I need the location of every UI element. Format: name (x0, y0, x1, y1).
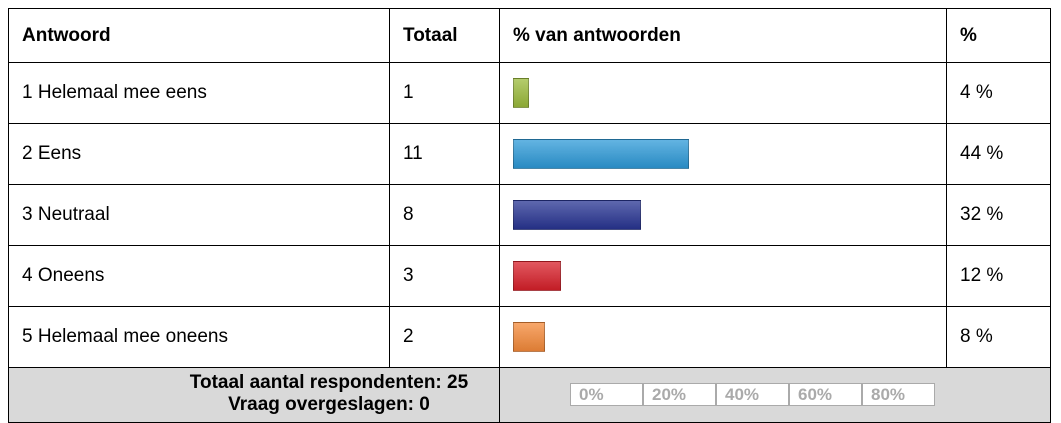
bar (513, 261, 561, 291)
percent-cell: 4 % (946, 62, 1051, 124)
table-body: 1 Helemaal mee eens 1 4 % 2 Eens 11 44 % 3 Neu… (8, 62, 1051, 368)
scale: 0% 20% 40% 60% 80% (570, 383, 1050, 406)
total-cell: 8 (389, 184, 500, 246)
header-row: Antwoord Totaal % van antwoorden % (8, 8, 1051, 63)
row: 4 Oneens 3 12 % (8, 245, 1051, 307)
scale-label: 80% (862, 383, 935, 406)
bar-cell (499, 306, 947, 368)
scale-cell: 0% 20% 40% 60% 80% (499, 367, 1051, 423)
answer-cell: 2 Eens (8, 123, 390, 185)
total-cell: 3 (389, 245, 500, 307)
header-cell: Antwoord (8, 8, 390, 63)
bar (513, 200, 641, 230)
answer-cell: 3 Neutraal (8, 184, 390, 246)
percent-cell: 32 % (946, 184, 1051, 246)
bar (513, 139, 689, 169)
answer-cell: 1 Helemaal mee eens (8, 62, 390, 124)
scale-label: 20% (643, 383, 716, 406)
header-cell: % (946, 8, 1051, 63)
bar-cell (499, 123, 947, 185)
footer-cell: Totaal aantal respondenten: 25 Vraag ove… (8, 367, 500, 423)
percent-cell: 12 % (946, 245, 1051, 307)
percent-cell: 44 % (946, 123, 1051, 185)
results-table: Antwoord Totaal % van antwoorden % 1 Hel… (8, 8, 1051, 423)
header-cell: Totaal (389, 8, 500, 63)
row: 1 Helemaal mee eens 1 4 % (8, 62, 1051, 124)
results-table-wrap: Antwoord Totaal % van antwoorden % 1 Hel… (8, 8, 1051, 423)
scale-label: 60% (789, 383, 862, 406)
respondents: Totaal aantal respondenten: 25 (189, 372, 469, 393)
bar-cell (499, 62, 947, 124)
bar-cell (499, 184, 947, 246)
scale-label: 40% (716, 383, 789, 406)
total-cell: 1 (389, 62, 500, 124)
scale-label: 0% (570, 383, 643, 406)
row: 2 Eens 11 44 % (8, 123, 1051, 185)
answer-cell: 5 Helemaal mee oneens (8, 306, 390, 368)
total-cell: 11 (389, 123, 500, 185)
skipped: Vraag overgeslagen: 0 (228, 394, 430, 415)
footer-row: Totaal aantal respondenten: 25 Vraag ove… (8, 367, 1051, 423)
header-cell: % van antwoorden (499, 8, 947, 63)
percent-cell: 8 % (946, 306, 1051, 368)
row: 3 Neutraal 8 32 % (8, 184, 1051, 246)
bar (513, 322, 545, 352)
row: 5 Helemaal mee oneens 2 8 % (8, 306, 1051, 368)
bar-cell (499, 245, 947, 307)
bar (513, 78, 529, 108)
total-cell: 2 (389, 306, 500, 368)
answer-cell: 4 Oneens (8, 245, 390, 307)
